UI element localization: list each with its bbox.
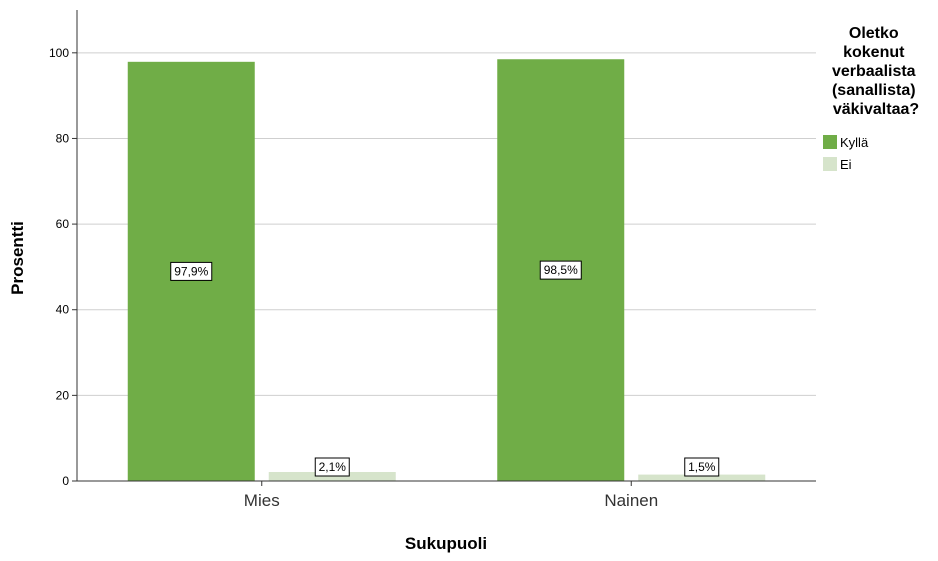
data-label-text: 2,1% — [319, 460, 347, 474]
legend-title: Oletko kokenut verbaalista (sanallista) … — [832, 25, 920, 118]
legend-title-line: väkivaltaa? — [833, 101, 919, 118]
data-label-text: 98,5% — [544, 263, 578, 277]
data-label: 2,1% — [314, 457, 350, 477]
x-category-label: Mies — [244, 491, 280, 510]
x-category-label: Nainen — [604, 491, 658, 510]
y-ticks: 0 20 40 60 80 100 — [49, 46, 77, 488]
data-label-box — [684, 457, 720, 477]
y-tick-label: 80 — [56, 131, 70, 145]
data-label: 98,5% — [539, 260, 582, 280]
data-label-box — [539, 260, 582, 280]
data-label-text: 1,5% — [688, 460, 716, 474]
legend-title-line: verbaalista — [832, 63, 916, 80]
data-label-box — [170, 261, 213, 281]
legend: Oletko kokenut verbaalista (sanallista) … — [823, 25, 920, 172]
x-axis-title: Sukupuoli — [405, 534, 487, 553]
y-tick-label: 100 — [49, 46, 69, 60]
data-label-box — [314, 457, 350, 477]
legend-label-kylla: Kyllä — [840, 135, 869, 150]
legend-label-ei: Ei — [840, 157, 852, 172]
data-label-text: 97,9% — [174, 264, 208, 278]
data-label: 97,9% — [170, 261, 213, 281]
x-categories: Mies Nainen — [244, 481, 658, 510]
bars — [127, 59, 766, 482]
legend-title-line: (sanallista) — [832, 82, 916, 99]
y-tick-label: 20 — [56, 388, 70, 402]
bar-ei-mies — [268, 472, 396, 481]
y-tick-label: 60 — [56, 217, 70, 231]
bar-ei-nainen — [638, 474, 766, 481]
y-tick-label: 40 — [56, 303, 70, 317]
y-axis-title: Prosentti — [8, 221, 27, 295]
data-labels: 97,9% 2,1% 98,5% 1,5% — [170, 260, 720, 477]
legend-title-line: Oletko — [849, 25, 899, 42]
legend-swatch-ei — [823, 157, 837, 171]
data-label: 1,5% — [684, 457, 720, 477]
axes — [76, 10, 816, 482]
legend-swatch-kylla — [823, 135, 837, 149]
y-tick-label: 0 — [62, 474, 69, 488]
legend-title-line: kokenut — [843, 44, 905, 61]
